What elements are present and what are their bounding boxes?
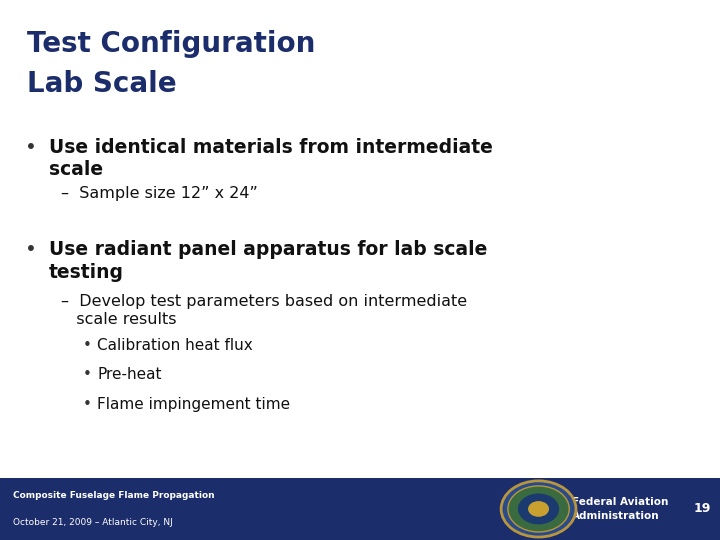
Text: Lab Scale: Lab Scale bbox=[27, 70, 177, 98]
Text: Use radiant panel apparatus for lab scale
testing: Use radiant panel apparatus for lab scal… bbox=[49, 240, 487, 282]
Text: •: • bbox=[83, 338, 91, 353]
Text: •: • bbox=[25, 240, 37, 259]
Text: Test Configuration: Test Configuration bbox=[27, 30, 316, 58]
Circle shape bbox=[501, 481, 576, 537]
FancyBboxPatch shape bbox=[0, 478, 720, 540]
Text: Use identical materials from intermediate
scale: Use identical materials from intermediat… bbox=[49, 138, 492, 179]
Text: –  Develop test parameters based on intermediate
   scale results: – Develop test parameters based on inter… bbox=[61, 294, 467, 327]
Text: 19: 19 bbox=[693, 502, 711, 516]
Text: •: • bbox=[25, 138, 37, 157]
Text: Flame impingement time: Flame impingement time bbox=[97, 397, 290, 412]
Text: Federal Aviation
Administration: Federal Aviation Administration bbox=[572, 497, 669, 521]
Circle shape bbox=[508, 486, 570, 532]
Text: Calibration heat flux: Calibration heat flux bbox=[97, 338, 253, 353]
Text: Composite Fuselage Flame Propagation: Composite Fuselage Flame Propagation bbox=[13, 491, 215, 500]
Text: •: • bbox=[83, 397, 91, 412]
Circle shape bbox=[518, 494, 559, 524]
Text: October 21, 2009 – Atlantic City, NJ: October 21, 2009 – Atlantic City, NJ bbox=[13, 518, 173, 527]
Text: Pre-heat: Pre-heat bbox=[97, 367, 162, 382]
Text: •: • bbox=[83, 367, 91, 382]
Circle shape bbox=[528, 501, 549, 517]
Text: –  Sample size 12” x 24”: – Sample size 12” x 24” bbox=[61, 186, 258, 201]
